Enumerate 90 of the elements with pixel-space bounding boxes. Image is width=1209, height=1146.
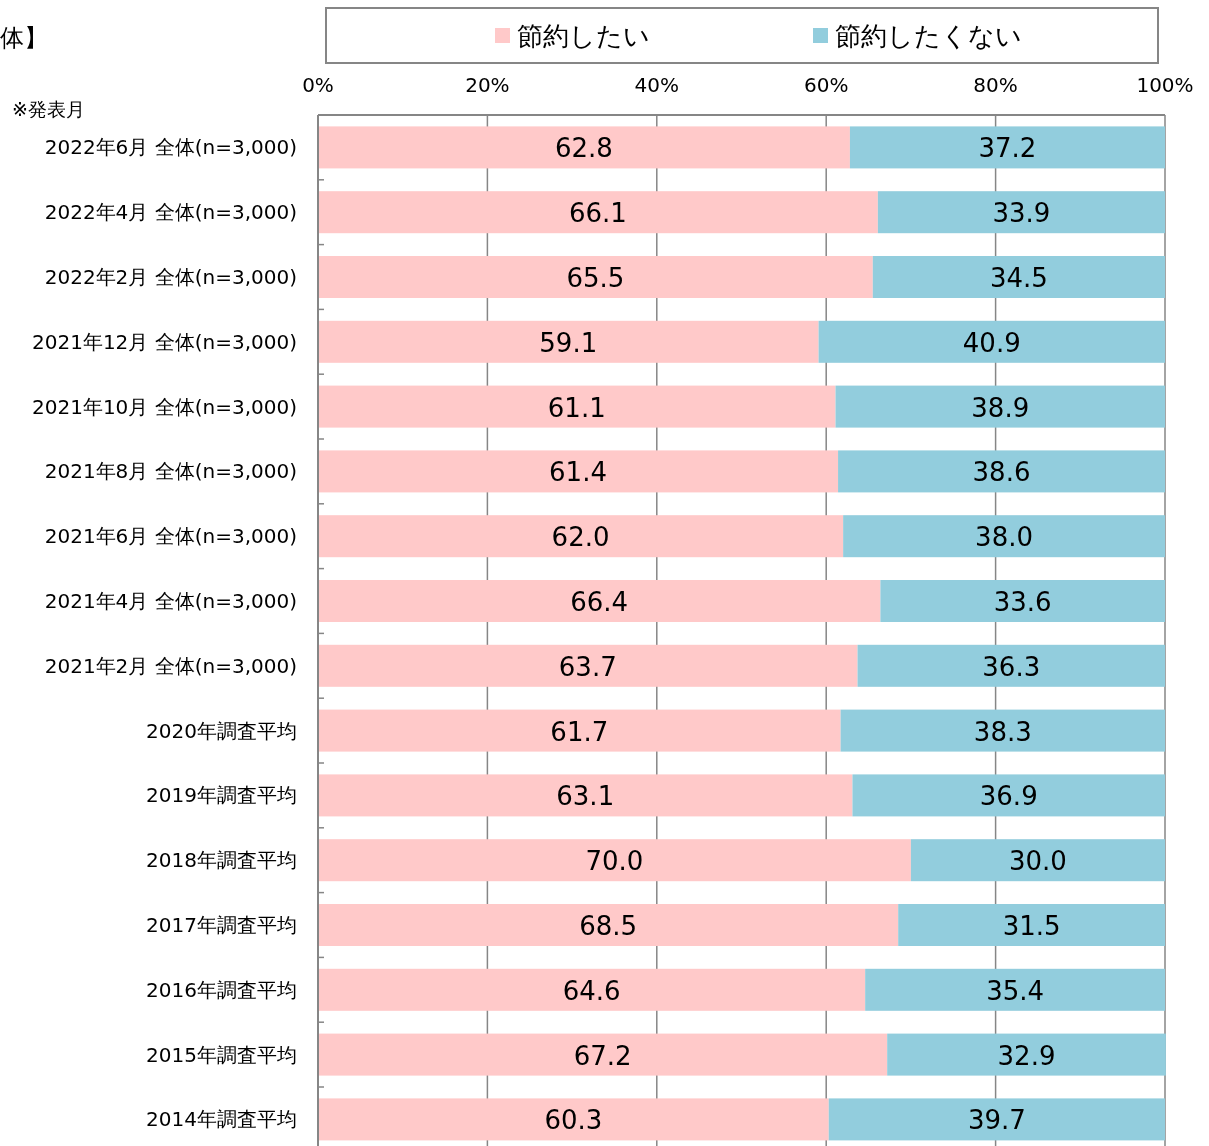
data-label: 40.9 bbox=[962, 327, 1021, 358]
y-tick-label: 2021年10月 全体(n=3,000) bbox=[32, 394, 297, 419]
data-label: 36.3 bbox=[982, 651, 1041, 682]
data-label: 61.7 bbox=[550, 716, 609, 747]
y-tick-label: 2021年6月 全体(n=3,000) bbox=[44, 524, 297, 549]
data-label: 62.8 bbox=[555, 133, 613, 164]
bar bbox=[318, 320, 819, 363]
data-label: 61.4 bbox=[549, 457, 607, 488]
data-label: 63.7 bbox=[558, 651, 617, 682]
y-tick-label: 2021年8月 全体(n=3,000) bbox=[44, 459, 297, 484]
x-tick-label: 80% bbox=[973, 73, 1018, 97]
data-label: 38.9 bbox=[971, 392, 1030, 423]
x-tick-label: 20% bbox=[465, 73, 510, 97]
data-label: 38.3 bbox=[973, 716, 1032, 747]
bar bbox=[318, 904, 899, 946]
data-label: 39.7 bbox=[967, 1105, 1026, 1136]
data-label: 61.1 bbox=[547, 392, 606, 423]
bar bbox=[887, 1033, 1166, 1076]
bar bbox=[318, 774, 853, 817]
x-tick-label: 40% bbox=[634, 73, 680, 97]
bar bbox=[872, 256, 1165, 298]
data-label: 65.5 bbox=[566, 263, 625, 293]
data-label: 33.6 bbox=[993, 587, 1052, 617]
x-tick-label: 100% bbox=[1136, 73, 1194, 97]
y-tick-label: 2014年調査平均 bbox=[146, 1107, 297, 1132]
bar bbox=[849, 126, 1165, 169]
bar bbox=[318, 126, 850, 169]
x-tick-label: 0% bbox=[302, 73, 334, 97]
bar bbox=[318, 1098, 829, 1141]
data-label: 38.6 bbox=[972, 457, 1031, 488]
bar bbox=[318, 839, 911, 882]
bar bbox=[318, 256, 873, 298]
y-tick-label: 2019年調査平均 bbox=[146, 783, 297, 808]
bar bbox=[318, 515, 844, 558]
y-tick-label: 2022年6月 全体(n=3,000) bbox=[44, 135, 297, 160]
bar bbox=[318, 450, 839, 493]
data-label: 33.9 bbox=[992, 198, 1051, 229]
x-tick-label: 60% bbox=[803, 73, 849, 97]
y-tick-label: 2022年2月 全体(n=3,000) bbox=[44, 265, 297, 289]
y-tick-label: 2021年2月 全体(n=3,000) bbox=[44, 653, 297, 678]
bar bbox=[318, 191, 878, 234]
y-tick-label: 2015年調査平均 bbox=[146, 1042, 297, 1067]
text: 体】 bbox=[0, 24, 48, 52]
data-label: 60.3 bbox=[544, 1105, 603, 1136]
y-tick-label: 2016年調査平均 bbox=[146, 977, 297, 1002]
bar bbox=[318, 1033, 888, 1076]
bar bbox=[835, 385, 1165, 428]
legend-label: 節約したくない bbox=[835, 21, 1022, 51]
bar bbox=[898, 904, 1165, 946]
data-label: 32.9 bbox=[997, 1040, 1056, 1071]
bar bbox=[318, 709, 841, 752]
bar bbox=[865, 968, 1165, 1011]
bar bbox=[880, 580, 1165, 622]
data-label: 37.2 bbox=[978, 133, 1037, 164]
bar bbox=[910, 839, 1165, 882]
data-label: 64.6 bbox=[562, 975, 621, 1006]
data-label: 67.2 bbox=[573, 1040, 632, 1071]
data-label: 31.5 bbox=[1002, 911, 1061, 941]
data-label: 68.5 bbox=[579, 911, 638, 941]
y-tick-label: 2021年4月 全体(n=3,000) bbox=[44, 589, 297, 613]
data-label: 63.1 bbox=[556, 781, 615, 812]
bar bbox=[818, 320, 1165, 363]
y-tick-label: 2017年調査平均 bbox=[146, 913, 297, 937]
data-label: 66.1 bbox=[568, 198, 627, 229]
data-label: 36.9 bbox=[979, 781, 1038, 812]
bar bbox=[828, 1098, 1165, 1141]
bar bbox=[838, 450, 1165, 493]
text: ※発表月 bbox=[12, 98, 85, 120]
bar bbox=[318, 968, 866, 1011]
data-label: 62.0 bbox=[551, 522, 610, 553]
data-label: 59.1 bbox=[539, 327, 598, 358]
data-label: 38.0 bbox=[975, 522, 1034, 553]
data-label: 70.0 bbox=[585, 846, 644, 877]
bar bbox=[318, 580, 881, 622]
data-label: 66.4 bbox=[570, 587, 629, 617]
bar bbox=[857, 644, 1165, 687]
bar bbox=[318, 644, 858, 687]
bar bbox=[318, 385, 836, 428]
y-tick-label: 2020年調査平均 bbox=[146, 718, 297, 743]
bar bbox=[843, 515, 1165, 558]
bar bbox=[840, 709, 1165, 752]
y-tick-label: 2021年12月 全体(n=3,000) bbox=[32, 329, 297, 354]
data-label: 35.4 bbox=[986, 975, 1045, 1006]
legend-label: 節約したい bbox=[517, 21, 650, 51]
bar bbox=[852, 774, 1165, 817]
data-label: 30.0 bbox=[1009, 846, 1067, 877]
data-label: 34.5 bbox=[989, 263, 1048, 293]
bar bbox=[877, 191, 1165, 234]
y-tick-label: 2022年4月 全体(n=3,000) bbox=[44, 200, 297, 225]
y-tick-label: 2018年調査平均 bbox=[146, 848, 297, 873]
